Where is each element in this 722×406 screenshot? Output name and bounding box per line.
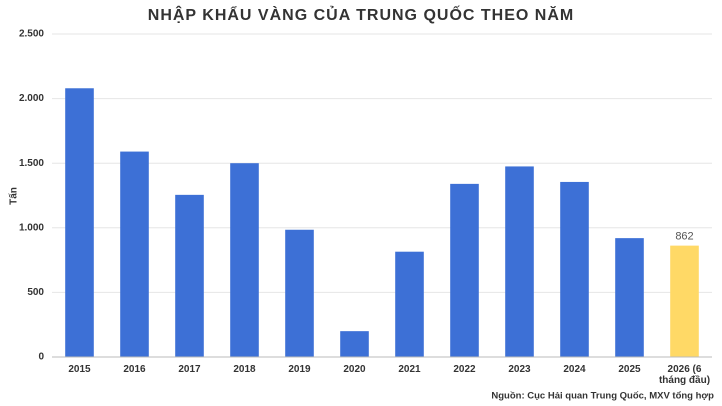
x-tick-label: 2024 [563, 364, 586, 375]
bar [670, 245, 699, 357]
x-tick-label: 2025 [618, 364, 641, 375]
bar [615, 238, 644, 357]
bar [230, 163, 259, 357]
y-tick-label: 2.000 [19, 93, 44, 104]
bar [175, 194, 204, 357]
x-tick-label: 2020 [343, 364, 366, 375]
bar [395, 251, 424, 357]
x-tick-label: 2015 [68, 364, 91, 375]
y-tick-label: 0 [38, 352, 44, 363]
x-tick-label: 2022 [453, 364, 476, 375]
y-tick-label: 1.500 [19, 158, 44, 169]
x-tick-label: 2021 [398, 364, 421, 375]
y-tick-label: 2.500 [19, 29, 44, 40]
y-tick-label: 500 [27, 287, 44, 298]
bar [505, 166, 534, 357]
source-note: Nguồn: Cục Hải quan Trung Quốc, MXV tổng… [491, 391, 714, 402]
x-tick-label: 2019 [288, 364, 311, 375]
chart-title: NHẬP KHẨU VÀNG CỦA TRUNG QUỐC THEO NĂM [148, 4, 574, 24]
data-label: 862 [675, 231, 693, 243]
x-tick-label: 2016 [123, 364, 146, 375]
bar [65, 88, 94, 357]
x-tick-label: 2018 [233, 364, 256, 375]
x-tick-label: 2026 (6 tháng đầu) [658, 364, 711, 386]
y-tick-label: 1.000 [19, 222, 44, 233]
x-tick-label: 2017 [178, 364, 201, 375]
bar [560, 181, 589, 357]
bar [340, 331, 369, 357]
x-tick-label: 2023 [508, 364, 531, 375]
bar [285, 229, 314, 357]
y-axis-label: Tấn [8, 187, 20, 205]
bar [120, 151, 149, 357]
bar [450, 183, 479, 357]
